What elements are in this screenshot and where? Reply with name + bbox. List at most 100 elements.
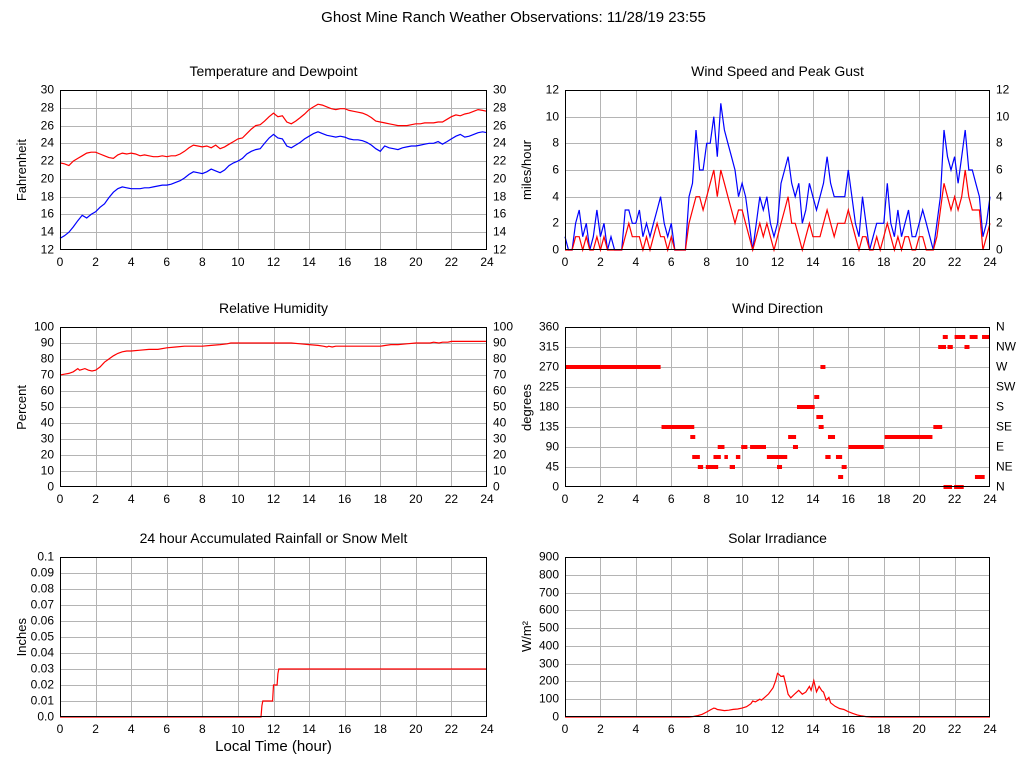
chart-title: Solar Irradiance [728, 530, 827, 546]
right-tick-label: 60 [493, 383, 507, 398]
y-tick-label: 20 [40, 171, 54, 186]
x-tick-label: 14 [806, 722, 820, 736]
y-tick-label: 10 [545, 109, 559, 124]
wind-direction-mark [818, 425, 824, 429]
x-tick-label: 20 [912, 722, 926, 736]
right-tick-label: 10 [493, 463, 507, 478]
plot-area-svg [565, 557, 990, 718]
x-tick-label: 20 [409, 492, 423, 506]
x-tick-label: 4 [632, 722, 640, 736]
x-tick-label: 22 [947, 255, 962, 269]
right-tick-label: 80 [493, 351, 507, 366]
plot-border [565, 327, 990, 487]
y-tick-label: 0.07 [30, 597, 54, 612]
chart-title: Temperature and Dewpoint [189, 63, 358, 79]
x-tick-label: 4 [127, 492, 135, 506]
y-tick-label: 45 [545, 459, 559, 474]
x-tick-label: 12 [266, 722, 281, 736]
x-tick-label: 6 [163, 255, 171, 269]
y-tick-label: 315 [538, 339, 559, 354]
y-tick-label: 60 [40, 383, 54, 398]
wind-direction-mark [814, 395, 820, 399]
x-tick-label: 22 [947, 492, 962, 506]
plot-area-svg [564, 90, 991, 253]
y-tick-label: 50 [40, 399, 54, 414]
wind-direction-mark [818, 415, 824, 419]
right-tick-label: 12 [493, 242, 507, 257]
x-tick-label: 22 [444, 722, 459, 736]
x-tick-label: 24 [480, 722, 494, 736]
x-tick-label: 14 [302, 492, 316, 506]
y-tick-label: 0.1 [37, 549, 54, 564]
y-tick-label: 4 [552, 189, 559, 204]
right-tick-label: 10 [996, 109, 1010, 124]
chart-solar-irradiance: Solar Irradiance W/m² 0 2 4 6 8 10 12 14 16 18 20 2… [519, 530, 997, 736]
right-tick-label: N [996, 319, 1005, 334]
y-tick-label: 24 [40, 135, 54, 150]
y-tick-label: 8 [552, 135, 559, 150]
x-tick-label: 8 [198, 722, 206, 736]
x-tick-label: 0 [561, 492, 569, 506]
x-tick-label: 16 [337, 492, 352, 506]
y-tick-label: 100 [538, 691, 559, 706]
chart-title: Relative Humidity [219, 300, 328, 316]
x-tick-label: 0 [561, 255, 569, 269]
y-axis-label: miles/hour [518, 140, 534, 200]
x-tick-label: 4 [127, 722, 135, 736]
series-temperature [59, 103, 488, 167]
right-tick-label: 30 [493, 82, 507, 97]
plot-area-svg [59, 90, 488, 250]
x-tick-label: 2 [92, 255, 99, 269]
plot-border [565, 557, 990, 717]
x-tick-label: 12 [266, 492, 281, 506]
y-tick-label: 12 [40, 242, 54, 257]
y-tick-label: 20 [40, 447, 54, 462]
x-tick-label: 10 [231, 255, 245, 269]
right-tick-label: 0 [493, 479, 500, 494]
x-tick-label: 2 [92, 722, 99, 736]
x-tick-label: 10 [231, 492, 245, 506]
y-tick-label: 40 [40, 415, 54, 430]
x-tick-label: 8 [198, 492, 206, 506]
x-tick-label: 16 [841, 255, 856, 269]
x-tick-label: 18 [373, 255, 387, 269]
wind-direction-mark [941, 345, 947, 349]
right-tick-label: NW [996, 339, 1016, 354]
y-tick-label: 0.03 [30, 661, 54, 676]
y-tick-label: 80 [40, 351, 54, 366]
wind-direction-mark [841, 465, 847, 469]
x-tick-label: 20 [912, 492, 926, 506]
y-tick-label: 360 [538, 319, 559, 334]
x-tick-label: 12 [266, 255, 281, 269]
y-tick-label: 700 [538, 585, 559, 600]
right-tick-label: 14 [493, 224, 507, 239]
right-tick-label: 8 [996, 135, 1003, 150]
right-tick-label: 2 [996, 215, 1003, 230]
chart-title: 24 hour Accumulated Rainfall or Snow Mel… [139, 530, 408, 546]
series-irradiance [565, 672, 990, 718]
x-tick-label: 22 [947, 722, 962, 736]
x-tick-label: 14 [302, 255, 316, 269]
y-tick-label: 600 [538, 602, 559, 617]
x-tick-label: 24 [983, 255, 997, 269]
right-tick-label: 0 [996, 242, 1003, 257]
y-tick-label: 12 [545, 82, 559, 97]
y-tick-label: 16 [40, 206, 54, 221]
right-tick-label: SE [996, 419, 1013, 434]
y-tick-label: 0 [552, 709, 559, 724]
y-tick-label: 200 [538, 673, 559, 688]
x-tick-label: 6 [163, 492, 171, 506]
x-tick-label: 16 [337, 255, 352, 269]
y-tick-label: 90 [40, 335, 54, 350]
wind-direction-mark [838, 475, 844, 479]
x-tick-label: 12 [770, 492, 785, 506]
plot-border [565, 90, 990, 250]
x-tick-label: 0 [561, 722, 569, 736]
right-tick-label: NE [996, 459, 1013, 474]
x-tick-label: 4 [127, 255, 135, 269]
x-tick-label: 2 [92, 492, 99, 506]
x-tick-label: 16 [841, 722, 856, 736]
right-tick-label: 50 [493, 399, 507, 414]
y-tick-label: 800 [538, 567, 559, 582]
